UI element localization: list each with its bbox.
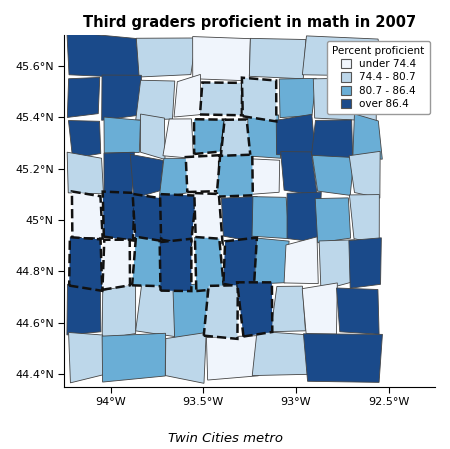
Polygon shape — [337, 288, 379, 334]
Polygon shape — [104, 152, 135, 196]
Polygon shape — [252, 331, 309, 375]
Polygon shape — [284, 237, 318, 284]
Polygon shape — [159, 158, 189, 198]
Polygon shape — [195, 237, 224, 291]
Polygon shape — [67, 32, 140, 78]
Polygon shape — [174, 75, 201, 117]
Polygon shape — [281, 152, 317, 195]
Polygon shape — [132, 237, 166, 286]
Polygon shape — [276, 114, 315, 155]
Polygon shape — [302, 283, 338, 334]
Polygon shape — [221, 196, 257, 242]
Polygon shape — [252, 197, 289, 239]
Polygon shape — [163, 119, 194, 158]
Polygon shape — [67, 284, 101, 335]
Polygon shape — [319, 240, 355, 291]
Polygon shape — [160, 194, 196, 245]
Polygon shape — [68, 120, 101, 158]
Polygon shape — [287, 192, 321, 242]
Polygon shape — [204, 285, 238, 339]
Polygon shape — [102, 333, 166, 382]
Polygon shape — [72, 191, 103, 238]
Polygon shape — [102, 75, 142, 120]
Title: Third graders proficient in math in 2007: Third graders proficient in math in 2007 — [83, 15, 416, 30]
Text: Twin Cities metro: Twin Cities metro — [167, 431, 283, 445]
Polygon shape — [237, 282, 272, 336]
Polygon shape — [315, 198, 351, 243]
Polygon shape — [104, 117, 140, 153]
Polygon shape — [349, 151, 380, 198]
Polygon shape — [248, 115, 281, 158]
Polygon shape — [349, 238, 381, 288]
Polygon shape — [69, 237, 102, 291]
Polygon shape — [135, 282, 178, 337]
Polygon shape — [136, 38, 196, 77]
Polygon shape — [67, 152, 104, 194]
Polygon shape — [250, 159, 280, 194]
Polygon shape — [207, 336, 258, 380]
Polygon shape — [194, 193, 223, 244]
Polygon shape — [271, 286, 306, 332]
Polygon shape — [353, 114, 382, 159]
Polygon shape — [303, 334, 382, 383]
Polygon shape — [254, 238, 289, 284]
Polygon shape — [166, 333, 206, 383]
Polygon shape — [242, 78, 276, 121]
Polygon shape — [140, 114, 165, 159]
Polygon shape — [302, 36, 382, 76]
Polygon shape — [103, 192, 135, 241]
Polygon shape — [102, 284, 135, 339]
Polygon shape — [311, 120, 353, 160]
Polygon shape — [68, 77, 100, 118]
Polygon shape — [103, 240, 130, 290]
Polygon shape — [313, 78, 376, 121]
Legend: under 74.4, 74.4 - 80.7, 80.7 - 86.4, over 86.4: under 74.4, 74.4 - 80.7, 80.7 - 86.4, ov… — [327, 40, 430, 114]
Polygon shape — [136, 80, 175, 120]
Polygon shape — [130, 154, 163, 198]
Polygon shape — [133, 194, 163, 244]
Polygon shape — [223, 238, 257, 290]
Polygon shape — [279, 79, 316, 118]
Polygon shape — [249, 38, 306, 79]
Polygon shape — [220, 119, 250, 160]
Polygon shape — [193, 36, 250, 81]
Polygon shape — [186, 155, 219, 192]
Polygon shape — [68, 332, 104, 383]
Polygon shape — [194, 119, 225, 154]
Polygon shape — [173, 283, 209, 339]
Polygon shape — [160, 239, 191, 291]
Polygon shape — [216, 154, 253, 197]
Polygon shape — [349, 194, 379, 244]
Polygon shape — [200, 83, 242, 115]
Polygon shape — [312, 155, 354, 195]
